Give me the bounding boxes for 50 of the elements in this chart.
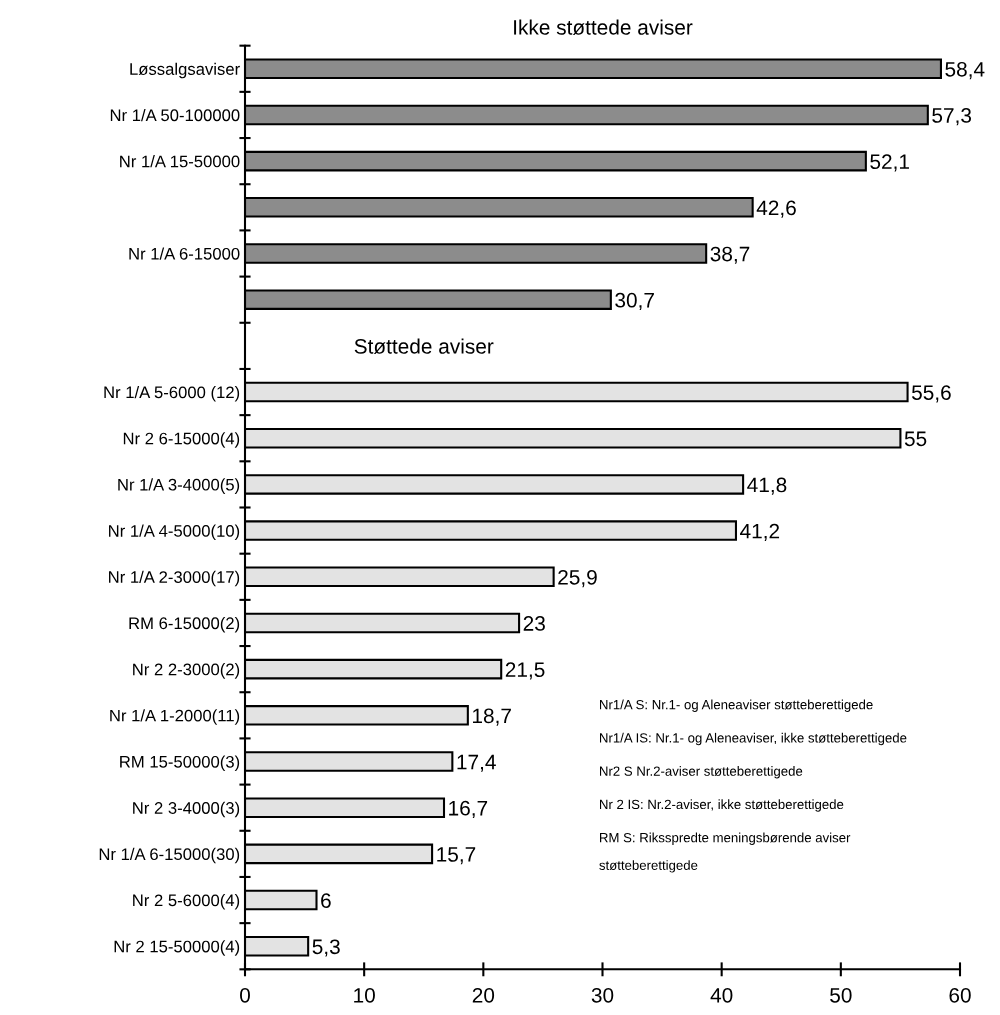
data-label: 41,8 <box>747 477 787 495</box>
y-tick-label: Nr 1/A 50-100000 <box>110 108 240 122</box>
annotation: Nr2 S Nr.2-aviser støtteberettigede <box>600 766 803 779</box>
y-tick-label: Nr 1/A 4-5000(10) <box>109 524 240 541</box>
data-label: 25,9 <box>558 569 597 588</box>
x-tick-label: 20 <box>472 987 495 1003</box>
y-tick-label: Nr 1/A 2-3000(17) <box>109 570 240 587</box>
data-label: 42,6 <box>756 200 796 218</box>
annotation: Nr1/A IS: Nr.1- og Aleneaviser, ikke støtteberettigede <box>600 732 907 746</box>
data-label: 30,7 <box>615 292 654 311</box>
y-tick-label: Nr 1/A 1-2000(11) <box>110 709 240 725</box>
y-tick-label: Nr 1/A 5-6000 (12) <box>104 386 240 402</box>
annotation: Nr 2 IS: Nr.2-aviser, ikke støtteberettigede <box>600 799 844 812</box>
y-tick-label: RM 6-15000(2) <box>129 616 240 633</box>
y-tick-label: Nr 1/A 6-15000(30) <box>99 847 240 864</box>
y-tick-label: Nr 2 6-15000(4) <box>123 432 240 448</box>
chart-title: Ikke støttede aviser <box>514 19 693 35</box>
y-tick-label: Nr 1/A 3-4000(5) <box>118 478 240 494</box>
y-tick-label: Nr 1/A 6-15000 <box>129 247 240 260</box>
data-label: 5,3 <box>312 939 340 957</box>
x-tick-label: 30 <box>591 987 614 1003</box>
data-label: 21,5 <box>505 662 545 680</box>
x-tick-label: 0 <box>240 987 250 1003</box>
data-label: 55,6 <box>911 385 951 403</box>
y-tick-label: RM 15-50000(3) <box>120 755 240 771</box>
data-label: 6 <box>321 893 331 908</box>
y-tick-label: Nr 2 2-3000(2) <box>133 663 240 679</box>
data-label: 15,7 <box>437 847 476 865</box>
annotation: Støttede aviser <box>354 338 494 354</box>
x-tick-label: 60 <box>949 987 971 1003</box>
y-tick-label: Nr 2 15-50000(4) <box>114 940 240 956</box>
x-tick-label: 50 <box>830 987 852 1003</box>
data-label: 57,3 <box>932 108 972 126</box>
data-label: 17,4 <box>457 754 496 772</box>
x-tick-label: 40 <box>710 987 733 1003</box>
annotation: Nr1/A S: Nr.1- og Aleneaviser støtteberettigede <box>600 699 873 712</box>
y-tick-label: Løssalgsaviser <box>130 62 240 79</box>
y-tick-label: Nr 2 3-4000(3) <box>133 801 240 818</box>
annotation: RM S: Riksspredte meningsbørende aviser støtteberettigede <box>599 832 851 873</box>
data-label: 16,7 <box>449 800 488 819</box>
x-tick-label: 10 <box>354 987 375 1003</box>
data-label: 55 <box>904 431 927 447</box>
data-label: 52,1 <box>870 154 909 172</box>
data-label: 18,7 <box>473 708 511 726</box>
data-label: 38,7 <box>710 246 750 264</box>
y-tick-label: Nr 2 5-6000(4) <box>133 894 240 910</box>
data-label: 58,4 <box>945 61 985 80</box>
data-label: 41,2 <box>740 523 780 541</box>
data-label: 23 <box>523 616 545 631</box>
y-tick-label: Nr 1/A 15-50000 <box>120 155 240 168</box>
